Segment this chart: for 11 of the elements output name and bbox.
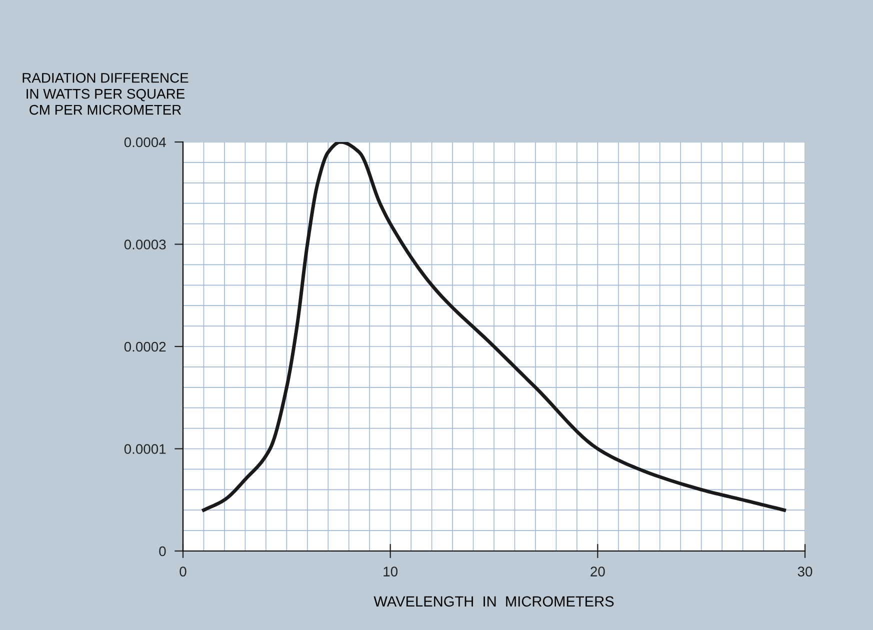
y-tick-label: 0 [159, 546, 166, 556]
y-tick-label: 0.0002 [124, 342, 166, 352]
x-tick-label: 10 [384, 566, 398, 576]
x-axis-title: WAVELENGTH IN MICROMETERS [374, 596, 614, 607]
x-tick-label: 20 [590, 566, 605, 576]
y-axis-title: RADIATION DIFFERENCE IN WATTS PER SQUARE CM PER MICROMETER [22, 72, 188, 115]
y-tick-label: 0.0004 [124, 137, 166, 148]
y-tick-label: 0.0001 [124, 444, 166, 454]
y-tick-label: 0.0003 [124, 240, 166, 250]
x-tick-label: 30 [798, 566, 812, 576]
x-tick-label: 0 [180, 566, 186, 576]
